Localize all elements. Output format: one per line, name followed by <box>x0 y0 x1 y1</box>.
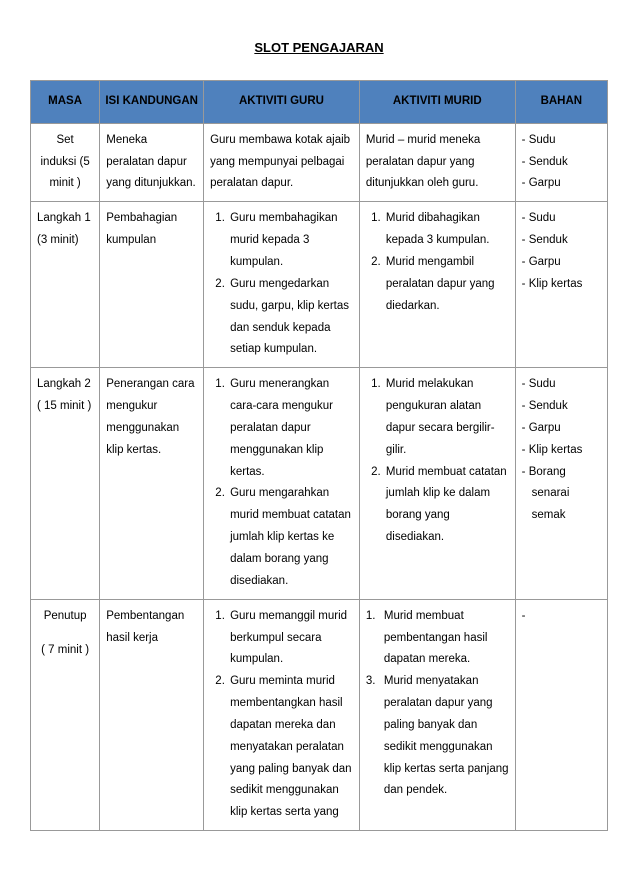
cell-guru: Guru membawa kotak ajaib yang mempunyai … <box>204 123 360 202</box>
col-murid: AKTIVITI MURID <box>359 81 515 124</box>
cell-isi: Pembahagian kumpulan <box>100 202 204 368</box>
col-isi: ISI KANDUNGAN <box>100 81 204 124</box>
table-row: Set induksi (5 minit ) Meneka peralatan … <box>31 123 608 202</box>
list-num: 3. <box>366 671 384 802</box>
guru-item: Guru membahagikan murid kepada 3 kumpula… <box>228 208 353 274</box>
guru-item: Guru menerangkan cara-cara mengukur pera… <box>228 374 353 483</box>
cell-isi: Penerangan cara mengukur menggunakan kli… <box>100 368 204 599</box>
cell-bahan: - <box>515 599 607 830</box>
cell-masa: Langkah 1 (3 minit) <box>31 202 100 368</box>
masa-line: ( 7 minit ) <box>37 640 93 662</box>
bahan-item: Klip kertas <box>522 274 601 296</box>
bahan-item: Garpu <box>522 252 601 274</box>
cell-guru: Guru memanggil murid berkumpul secara ku… <box>204 599 360 830</box>
guru-item: Guru memanggil murid berkumpul secara ku… <box>228 606 353 672</box>
bahan-item: Sudu <box>522 208 601 230</box>
masa-line: Penutup <box>37 606 93 628</box>
cell-murid: Murid dibahagikan kepada 3 kumpulan. Mur… <box>359 202 515 368</box>
list-num: 1. <box>366 606 384 672</box>
col-guru: AKTIVITI GURU <box>204 81 360 124</box>
lesson-table: MASA ISI KANDUNGAN AKTIVITI GURU AKTIVIT… <box>30 80 608 831</box>
cell-masa: Set induksi (5 minit ) <box>31 123 100 202</box>
page-title: SLOT PENGAJARAN <box>30 40 608 55</box>
cell-murid: 1.Murid membuat pembentangan hasil dapat… <box>359 599 515 830</box>
bahan-item: Senduk <box>522 230 601 252</box>
murid-item: Murid membuat pembentangan hasil dapatan… <box>384 606 509 672</box>
table-row: Penutup ( 7 minit ) Pembentangan hasil k… <box>31 599 608 830</box>
murid-item: Murid menyatakan peralatan dapur yang pa… <box>384 671 509 802</box>
cell-masa: Langkah 2 ( 15 minit ) <box>31 368 100 599</box>
col-bahan: BAHAN <box>515 81 607 124</box>
bahan-item: Garpu <box>522 418 601 440</box>
guru-item: Guru mengedarkan sudu, garpu, klip kerta… <box>228 274 353 361</box>
cell-bahan: Sudu Senduk Garpu <box>515 123 607 202</box>
table-row: Langkah 2 ( 15 minit ) Penerangan cara m… <box>31 368 608 599</box>
bahan-item: Sudu <box>522 130 601 152</box>
murid-item: Murid membuat catatan jumlah klip ke dal… <box>384 462 509 549</box>
bahan-item: Borang senarai semak <box>522 462 601 528</box>
murid-item: Murid melakukan pengukuran alatan dapur … <box>384 374 509 461</box>
cell-murid: Murid melakukan pengukuran alatan dapur … <box>359 368 515 599</box>
cell-guru: Guru membahagikan murid kepada 3 kumpula… <box>204 202 360 368</box>
cell-murid: Murid – murid meneka peralatan dapur yan… <box>359 123 515 202</box>
murid-item: Murid mengambil peralatan dapur yang die… <box>384 252 509 318</box>
guru-item: Guru meminta murid membentangkan hasil d… <box>228 671 353 824</box>
bahan-item: Garpu <box>522 173 601 195</box>
cell-isi: Meneka peralatan dapur yang ditunjukkan. <box>100 123 204 202</box>
bahan-item: Klip kertas <box>522 440 601 462</box>
header-row: MASA ISI KANDUNGAN AKTIVITI GURU AKTIVIT… <box>31 81 608 124</box>
bahan-item: Senduk <box>522 152 601 174</box>
murid-item: Murid dibahagikan kepada 3 kumpulan. <box>384 208 509 252</box>
guru-item: Guru mengarahkan murid membuat catatan j… <box>228 483 353 592</box>
bahan-item: Sudu <box>522 374 601 396</box>
table-row: Langkah 1 (3 minit) Pembahagian kumpulan… <box>31 202 608 368</box>
cell-bahan: Sudu Senduk Garpu Klip kertas Borang sen… <box>515 368 607 599</box>
bahan-item: Senduk <box>522 396 601 418</box>
cell-isi: Pembentangan hasil kerja <box>100 599 204 830</box>
cell-masa: Penutup ( 7 minit ) <box>31 599 100 830</box>
cell-bahan: Sudu Senduk Garpu Klip kertas <box>515 202 607 368</box>
cell-guru: Guru menerangkan cara-cara mengukur pera… <box>204 368 360 599</box>
col-masa: MASA <box>31 81 100 124</box>
